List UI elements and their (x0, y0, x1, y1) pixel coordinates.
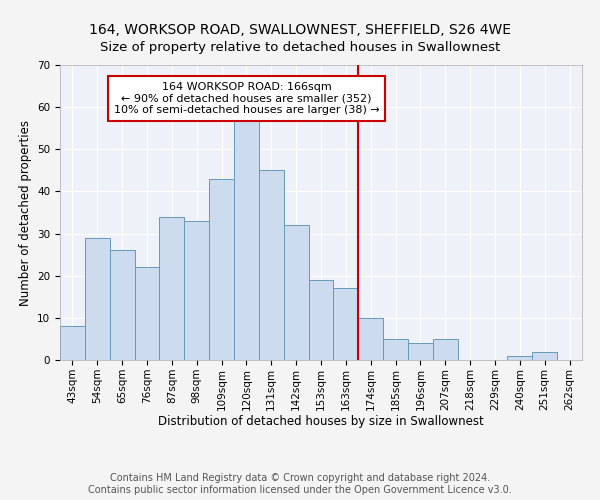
Y-axis label: Number of detached properties: Number of detached properties (19, 120, 32, 306)
Bar (508, 356, 532, 360)
Text: Contains HM Land Registry data © Crown copyright and database right 2024.
Contai: Contains HM Land Registry data © Crown c… (88, 474, 512, 495)
Bar (358, 318, 383, 360)
Text: 164, WORKSOP ROAD, SWALLOWNEST, SHEFFIELD, S26 4WE: 164, WORKSOP ROAD, SWALLOWNEST, SHEFFIEL… (89, 22, 511, 36)
Bar (334, 288, 358, 360)
Bar (234, 120, 259, 360)
Bar (532, 352, 557, 360)
Text: 164 WORKSOP ROAD: 166sqm
← 90% of detached houses are smaller (352)
10% of semi-: 164 WORKSOP ROAD: 166sqm ← 90% of detach… (113, 82, 379, 115)
Bar (134, 268, 160, 360)
Bar (209, 179, 234, 360)
Bar (85, 238, 110, 360)
Bar (60, 326, 85, 360)
Bar (308, 280, 334, 360)
Bar (259, 170, 284, 360)
Bar (408, 343, 433, 360)
Bar (284, 225, 308, 360)
Bar (433, 339, 458, 360)
Bar (110, 250, 134, 360)
Bar (160, 216, 184, 360)
Bar (184, 221, 209, 360)
Text: Size of property relative to detached houses in Swallownest: Size of property relative to detached ho… (100, 41, 500, 54)
X-axis label: Distribution of detached houses by size in Swallownest: Distribution of detached houses by size … (158, 416, 484, 428)
Bar (383, 339, 408, 360)
